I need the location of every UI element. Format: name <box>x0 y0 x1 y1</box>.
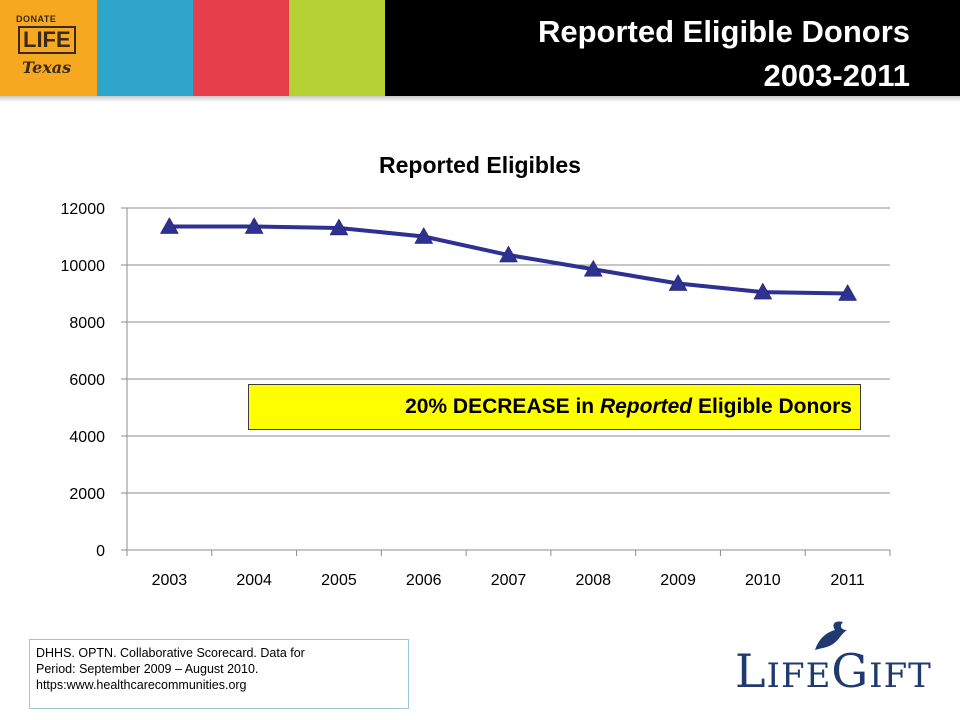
x-tick-label: 2004 <box>236 572 272 589</box>
x-tick-label: 2007 <box>491 572 527 589</box>
x-tick-label: 2010 <box>745 572 781 589</box>
x-tick-label: 2005 <box>321 572 357 589</box>
x-tick-label: 2003 <box>152 572 188 589</box>
y-tick-label: 0 <box>96 543 105 560</box>
x-tick-label: 2009 <box>660 572 696 589</box>
lifegift-logo: LIFEGIFT <box>735 620 935 700</box>
y-tick-label: 8000 <box>69 315 105 332</box>
dove-icon <box>815 621 847 650</box>
y-tick-label: 10000 <box>61 258 106 275</box>
logo-donate-text: DONATE <box>16 14 57 24</box>
source-line-2: Period: September 2009 – August 2010. <box>36 662 259 676</box>
header-stripe-orange <box>0 0 97 96</box>
x-tick-label: 2008 <box>575 572 611 589</box>
source-line-1: DHHS. OPTN. Collaborative Scorecard. Dat… <box>36 646 305 660</box>
lifegift-ift: IFT <box>869 656 932 696</box>
y-tick-label: 4000 <box>69 429 105 446</box>
data-point-marker <box>753 282 773 300</box>
page-title: Reported Eligible Donors 2003-2011 <box>430 10 910 98</box>
y-tick-label: 6000 <box>69 372 105 389</box>
page-title-line1: Reported Eligible Donors <box>537 14 910 49</box>
x-tick-label: 2011 <box>830 572 865 589</box>
callout-suffix: Eligible Donors <box>692 395 852 418</box>
header-shadow <box>0 96 960 102</box>
y-tick-label: 2000 <box>69 486 105 503</box>
lifegift-g: G <box>831 644 870 698</box>
header-stripe-red <box>193 0 289 96</box>
logo-texas-text: Texas <box>22 58 72 77</box>
data-point-marker <box>668 274 688 291</box>
decrease-callout: 20% DECREASE in Reported Eligible Donors <box>248 384 861 430</box>
header-stripe-blue <box>97 0 193 96</box>
source-citation: DHHS. OPTN. Collaborative Scorecard. Dat… <box>29 639 409 709</box>
data-point-marker <box>414 226 434 244</box>
x-tick-label: 2006 <box>406 572 442 589</box>
data-point-marker <box>499 245 518 263</box>
source-line-3: https:www.healthcarecommunities.org <box>36 678 247 692</box>
page-title-line2: 2003-2011 <box>763 58 910 93</box>
data-point-marker <box>329 218 349 236</box>
logo-life-text: LIFE <box>18 26 76 54</box>
header-stripe-green <box>289 0 385 96</box>
donate-life-texas-logo: DONATE LIFE Texas <box>12 12 80 86</box>
data-point-marker <box>838 283 858 301</box>
lifegift-wordmark: LIFEGIFT <box>735 644 932 698</box>
header-banner: DONATE LIFE Texas Reported Eligible Dono… <box>0 0 960 96</box>
data-point-marker <box>583 259 603 277</box>
callout-emphasis: Reported <box>599 395 693 418</box>
data-point-marker <box>159 217 179 234</box>
lifegift-ife: IFE <box>766 656 832 696</box>
chart-title: Reported Eligibles <box>379 152 581 178</box>
y-tick-label: 12000 <box>61 201 106 218</box>
data-point-marker <box>244 217 264 234</box>
lifegift-l: L <box>735 644 767 698</box>
callout-prefix: 20% DECREASE in <box>405 395 600 418</box>
